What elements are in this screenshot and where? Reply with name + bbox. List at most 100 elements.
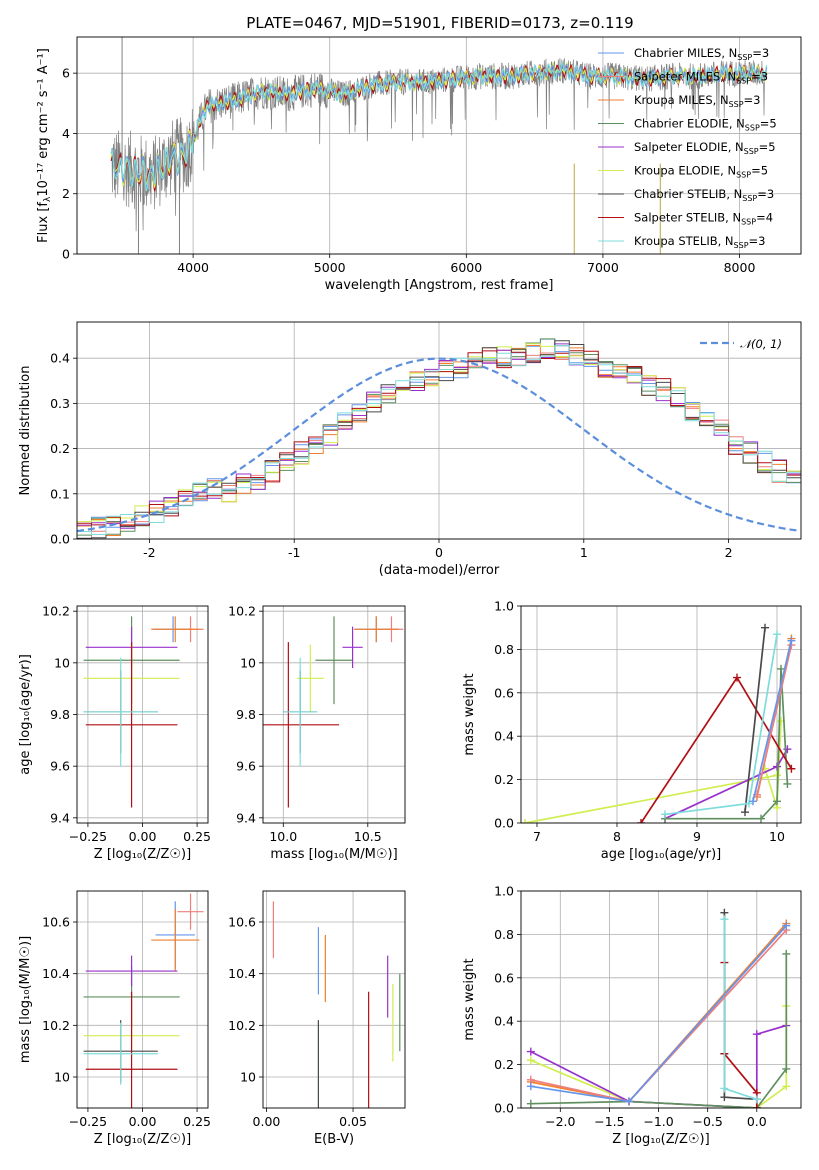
- x-tick-label: 7000: [587, 260, 619, 275]
- weight-marker: [752, 1095, 761, 1104]
- normal-curve: [77, 357, 799, 533]
- y-tick-label: 6: [62, 66, 70, 81]
- x-tick-label: −0.5: [692, 1114, 722, 1129]
- y-tick-label: 0.8: [494, 927, 514, 942]
- axes-frame: [262, 890, 406, 1109]
- weight-marker: [733, 673, 741, 682]
- x-tick-label: 1: [580, 545, 588, 560]
- panel-age-vs-mass: 10.0 10.5 9.4 9.6 9.8 10 10.2 mass [log₁₀(M/M☉)…: [228, 604, 406, 862]
- gridlines: [263, 606, 405, 823]
- x-tick-label: −0.25: [69, 829, 107, 844]
- x-tick-label: 10.5: [354, 829, 382, 844]
- weight-marker: [783, 779, 792, 788]
- legend-label: Chabrier STELIB, NSSP=3: [634, 187, 774, 203]
- axes-frame: [76, 605, 209, 824]
- y-tick-label: 9.8: [50, 707, 70, 722]
- weight-marker: [777, 664, 785, 673]
- weight-line-chabrier-stelib: [744, 627, 766, 813]
- x-tick-label: −1.5: [594, 1114, 624, 1129]
- weight-marker: [782, 949, 791, 958]
- x-tick-label: 0.00: [129, 1114, 157, 1129]
- x-tick-label: 8000: [724, 260, 756, 275]
- weight-marker: [720, 1084, 729, 1093]
- panel-spectrum: 4000 5000 6000 7000 8000 0 2 4 6 wavelength [Angs…: [36, 36, 802, 293]
- plot-area: [77, 338, 801, 539]
- y-tick-label: 0.2: [494, 1057, 514, 1072]
- x-tick-label: 0.00: [129, 829, 157, 844]
- y-tick-label: 0.4: [494, 729, 514, 744]
- y-tick-label: 0.3: [50, 396, 70, 411]
- legend-label: Kroupa STELIB, NSSP=3: [634, 234, 765, 250]
- y-tick-label: 10.6: [228, 915, 256, 930]
- weight-line-salpeter-elodie: [530, 1024, 787, 1108]
- y-tick-label: 1.0: [494, 884, 514, 899]
- x-tick-label: −2.0: [545, 1114, 575, 1129]
- weight-line-chabrier-stelib: [723, 912, 757, 1101]
- panel-weight-vs-age: 7 8 9 10 0.0 0.2 0.4 0.6 0.8 1.0 age [log₁₀(age/yr…: [462, 599, 802, 862]
- y-tick-label: 0.0: [494, 816, 514, 831]
- y-tick-label: 0: [62, 247, 70, 262]
- y-tick-label: 9.8: [236, 707, 256, 722]
- y-axis-label: age [log₁₀(age/yr)]: [18, 654, 33, 775]
- legend-label: Chabrier ELODIE, NSSP=5: [634, 117, 777, 133]
- weight-marker: [741, 808, 749, 817]
- y-tick-label: 10.4: [228, 966, 256, 981]
- y-axis-label: Normed distribution: [18, 366, 33, 496]
- weight-marker: [720, 915, 729, 924]
- gridlines: [263, 891, 405, 1108]
- plot-area: [83, 893, 204, 1108]
- errorbar-salpeter-elodie: [85, 955, 178, 987]
- errorbar-salpeter-stelib: [85, 642, 178, 808]
- errorbar-kroupa-stelib: [283, 657, 318, 767]
- spectrum-model-kroupa-stelib: [110, 61, 768, 192]
- panel-age-vs-Z: −0.25 0.00 0.25 9.4 9.6 9.8 10 10.2 Z [log₁₀(Z/Z…: [18, 604, 211, 862]
- y-axis-label: Flux [fλ10⁻¹⁷ erg cm⁻² s⁻¹ A⁻¹]: [36, 48, 53, 243]
- x-tick-label: 2: [725, 545, 733, 560]
- panel-weight-vs-Z: −2.0 −1.5 −1.0 −0.5 0.0 0.0 0.2 0.4 0.6 0.8 1.0 Z […: [462, 884, 802, 1147]
- weight-marker: [749, 797, 757, 806]
- weight-marker: [521, 819, 529, 823]
- x-tick-label: 8: [613, 829, 621, 844]
- y-tick-label: 0.6: [494, 970, 514, 985]
- errorbar-kroupa-miles: [354, 616, 399, 643]
- y-tick-label: 0.0: [50, 532, 70, 547]
- y-tick-label: 2: [62, 186, 70, 201]
- errorbar-kroupa-stelib: [83, 1022, 158, 1085]
- x-axis-label: Z [log₁₀(Z/Z☉)]: [94, 1132, 191, 1147]
- weight-marker: [526, 1056, 535, 1065]
- weight-marker: [526, 1047, 535, 1056]
- errorbar-kroupa-miles: [151, 909, 200, 972]
- hist-chabrier-stelib: [77, 340, 801, 539]
- errorbar-salpeter-miles: [177, 893, 204, 930]
- y-tick-label: 10: [240, 1070, 256, 1085]
- legend-label: Salpeter STELIB, NSSP=4: [634, 211, 773, 227]
- spectrum-model-salpeter-stelib: [110, 63, 768, 192]
- gridlines: [77, 891, 208, 1108]
- x-tick-label: 0: [435, 545, 443, 560]
- y-tick-label: 0.2: [50, 441, 70, 456]
- x-axis-label: mass [log₁₀(M/M☉)]: [270, 847, 397, 862]
- gridlines: [77, 322, 801, 540]
- x-tick-label: 0.25: [183, 1114, 211, 1129]
- weight-marker: [637, 819, 645, 823]
- y-tick-label: 0.1: [50, 486, 70, 501]
- weight-marker: [526, 1099, 535, 1108]
- y-tick-label: 10: [54, 655, 70, 670]
- x-axis-label: (data-model)/error: [379, 563, 500, 578]
- y-tick-label: 10.6: [42, 915, 70, 930]
- x-tick-label: 0.05: [339, 1114, 367, 1129]
- weight-marker: [752, 1104, 761, 1108]
- weight-marker: [787, 764, 796, 773]
- x-tick-label: -2: [143, 545, 155, 560]
- weight-marker: [782, 921, 791, 930]
- legend-label: Salpeter ELODIE, NSSP=5: [634, 140, 776, 156]
- panel-mass-vs-Z: −0.25 0.00 0.25 10 10.2 10.4 10.6 Z [log₁₀(Z/Z☉…: [18, 890, 211, 1147]
- plot-area: [526, 908, 791, 1108]
- y-tick-label: 0.2: [494, 772, 514, 787]
- weight-marker: [752, 1030, 761, 1039]
- panel-mass-vs-ebv: 0.00 0.05 10 10.2 10.4 10.6 E(B-V): [228, 890, 406, 1147]
- y-tick-label: 0.4: [494, 1014, 514, 1029]
- spectrum-model-kroupa-elodie: [110, 61, 768, 188]
- y-tick-label: 0.0: [494, 1101, 514, 1116]
